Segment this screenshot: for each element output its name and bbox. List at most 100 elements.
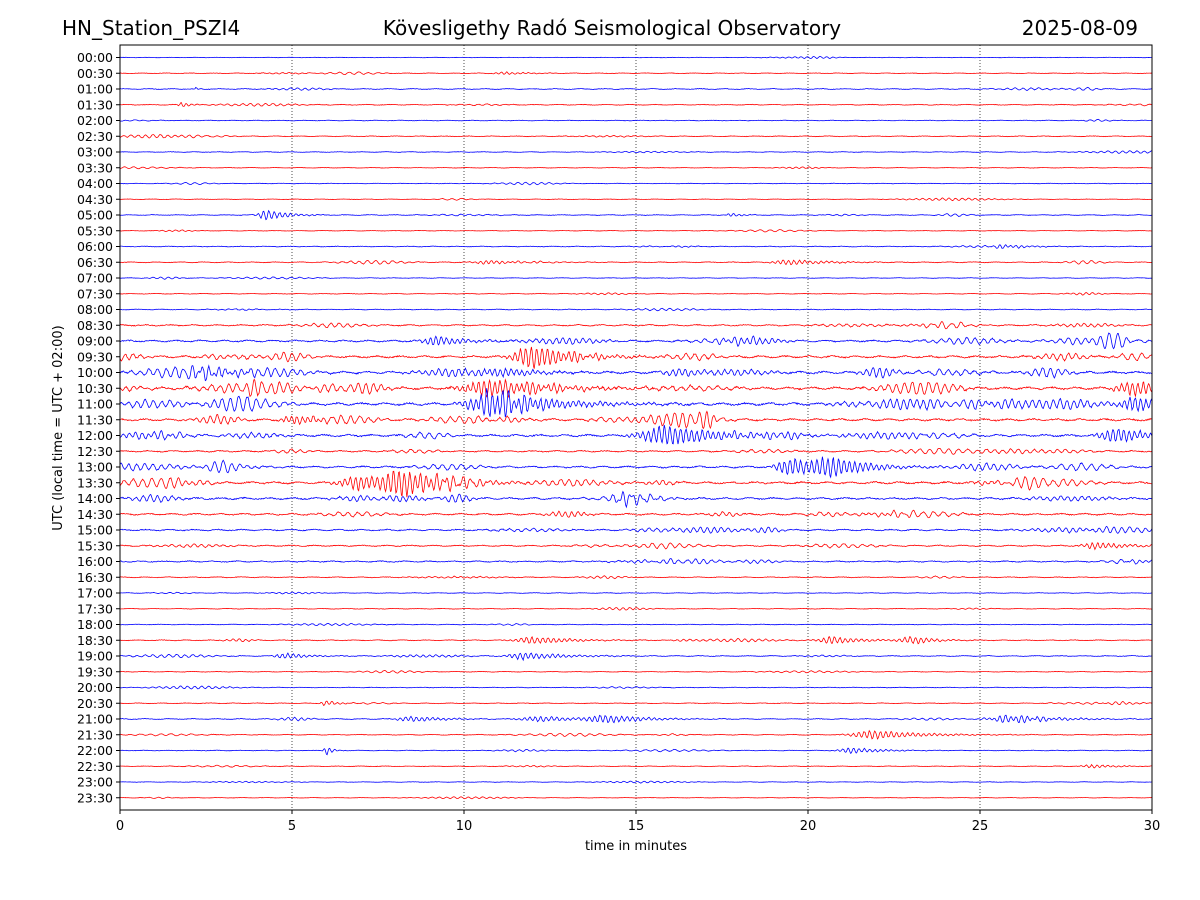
trace-0900 [119, 332, 1153, 350]
chart-date: 2025-08-09 [1022, 16, 1138, 40]
trace-2200 [119, 747, 1153, 756]
trace-2230 [119, 763, 1153, 769]
trace-1400 [119, 490, 1153, 509]
x-tick-label: 15 [628, 819, 645, 834]
trace-1100 [119, 388, 1153, 418]
row-time-label: 00:00 [77, 50, 113, 65]
row-time-label: 15:00 [77, 523, 113, 538]
row-time-label: 03:00 [77, 145, 113, 160]
trace-1530 [119, 541, 1153, 551]
trace-0930 [119, 346, 1153, 369]
row-time-label: 13:30 [77, 475, 113, 490]
row-time-label: 15:30 [77, 538, 113, 553]
trace-1200 [119, 424, 1153, 445]
trace-0730 [119, 292, 1153, 296]
row-time-label: 02:30 [77, 129, 113, 144]
row-time-label: 01:00 [77, 82, 113, 97]
trace-0200 [119, 118, 1153, 122]
chart-title: Kövesligethy Radó Seismological Observat… [383, 16, 841, 40]
row-time-label: 04:00 [77, 176, 113, 191]
row-time-label: 14:30 [77, 507, 113, 522]
trace-0800 [119, 307, 1153, 312]
trace-2000 [119, 685, 1153, 690]
row-time-label: 11:30 [77, 412, 113, 427]
row-time-label: 11:00 [77, 397, 113, 412]
trace-0430 [119, 197, 1153, 202]
trace-1130 [119, 410, 1153, 430]
trace-1730 [119, 607, 1153, 611]
x-axis-ticks: 0 5 10 15 20 25 30 [116, 810, 1160, 834]
trace-2030 [119, 700, 1153, 707]
seismogram-traces [119, 55, 1153, 800]
trace-2330 [119, 796, 1153, 800]
trace-1630 [119, 575, 1153, 580]
x-tick-label: 0 [116, 819, 124, 834]
trace-1430 [119, 509, 1153, 519]
trace-1800 [119, 623, 1153, 627]
row-time-label: 05:30 [77, 223, 113, 238]
trace-1230 [119, 448, 1153, 455]
row-time-label: 23:00 [77, 775, 113, 790]
row-time-label: 20:30 [77, 696, 113, 711]
trace-0600 [119, 244, 1153, 249]
trace-0700 [119, 276, 1153, 280]
row-time-label: 12:30 [77, 444, 113, 459]
trace-1830 [119, 635, 1153, 645]
x-tick-label: 20 [800, 819, 817, 834]
trace-1600 [119, 558, 1153, 565]
row-time-label: 09:30 [77, 349, 113, 364]
row-time-label: 10:30 [77, 381, 113, 396]
row-time-label: 14:00 [77, 491, 113, 506]
trace-0100 [119, 86, 1153, 91]
trace-1700 [119, 591, 1153, 595]
trace-1500 [119, 525, 1153, 534]
trace-1000 [119, 364, 1153, 382]
grid-lines [291, 45, 981, 810]
row-time-label: 03:30 [77, 160, 113, 175]
row-time-labels: 00:0000:3001:0001:3002:0002:3003:0003:30… [77, 50, 120, 805]
row-time-label: 07:30 [77, 286, 113, 301]
x-tick-label: 10 [456, 819, 473, 834]
trace-0530 [119, 229, 1153, 233]
trace-0230 [119, 134, 1153, 139]
row-time-label: 16:30 [77, 570, 113, 585]
row-time-label: 17:00 [77, 586, 113, 601]
trace-1930 [119, 670, 1153, 674]
trace-0130 [119, 101, 1153, 107]
trace-0030 [119, 71, 1153, 76]
trace-2100 [119, 714, 1153, 724]
row-time-label: 23:30 [77, 790, 113, 805]
trace-2300 [119, 780, 1152, 784]
trace-0830 [119, 321, 1153, 330]
trace-1300 [119, 456, 1153, 479]
x-tick-label: 25 [972, 819, 989, 834]
trace-0500 [119, 209, 1153, 221]
row-time-label: 19:00 [77, 649, 113, 664]
row-time-label: 08:30 [77, 318, 113, 333]
row-time-label: 01:30 [77, 97, 113, 112]
row-time-label: 06:00 [77, 239, 113, 254]
row-time-label: 21:00 [77, 712, 113, 727]
row-time-label: 04:30 [77, 192, 113, 207]
row-time-label: 00:30 [77, 66, 113, 81]
trace-0630 [119, 259, 1153, 266]
trace-1330 [119, 470, 1153, 498]
trace-0300 [119, 150, 1153, 154]
row-time-label: 13:00 [77, 460, 113, 475]
row-time-label: 22:30 [77, 759, 113, 774]
y-axis-label: UTC (local time = UTC + 02:00) [51, 325, 66, 530]
station-name: HN_Station_PSZI4 [62, 16, 240, 40]
row-time-label: 21:30 [77, 727, 113, 742]
trace-2130 [119, 729, 1153, 740]
row-time-label: 02:00 [77, 113, 113, 128]
row-time-label: 18:30 [77, 633, 113, 648]
row-time-label: 19:30 [77, 664, 113, 679]
row-time-label: 22:00 [77, 743, 113, 758]
row-time-label: 07:00 [77, 271, 113, 286]
row-time-label: 05:00 [77, 208, 113, 223]
row-time-label: 09:00 [77, 334, 113, 349]
row-time-label: 20:00 [77, 680, 113, 695]
trace-1900 [119, 652, 1153, 662]
trace-0330 [119, 166, 1153, 170]
